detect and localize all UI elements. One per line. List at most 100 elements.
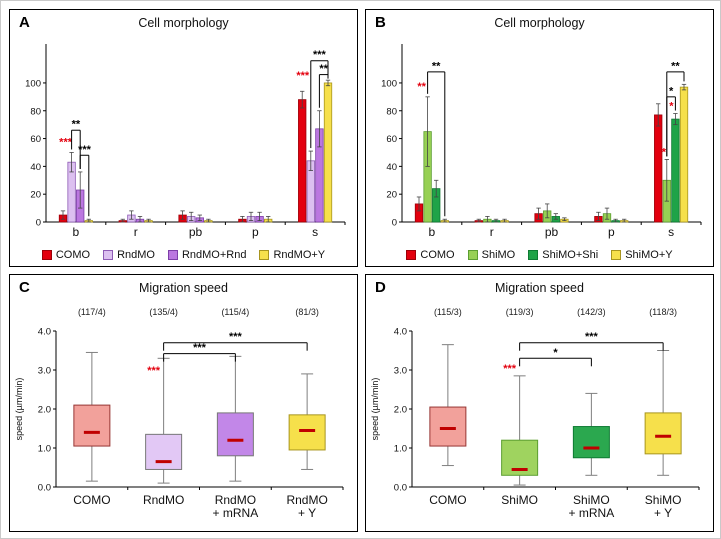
sig-label: * bbox=[669, 85, 674, 97]
box bbox=[644, 412, 682, 455]
y-tick-label: 40 bbox=[386, 162, 397, 173]
category-label: r bbox=[490, 225, 494, 239]
sig-label: ** bbox=[432, 60, 441, 72]
box-plot-migration-speed-rnd: 0.0 1.0 2.0 3.0 4.0 speed (µm/min) (117/4) COMO… bbox=[14, 307, 344, 520]
y-tick-label: 20 bbox=[30, 190, 41, 201]
box bbox=[145, 433, 183, 470]
n-label: (118/3) bbox=[649, 307, 677, 317]
box bbox=[501, 439, 539, 476]
sig-label: ** bbox=[72, 119, 81, 131]
bar bbox=[654, 114, 663, 223]
y-tick-label: 3.0 bbox=[38, 366, 51, 377]
legend-swatch bbox=[611, 250, 622, 260]
box-plot-migration-speed-shi: 0.0 1.0 2.0 3.0 4.0 speed (µm/min) (115/3) COMO… bbox=[370, 307, 700, 520]
legend-swatch bbox=[528, 250, 539, 260]
n-label: (115/3) bbox=[434, 307, 462, 317]
legend-b: COMO ShiMO ShiMO+Shi ShiMO+Y bbox=[366, 242, 713, 266]
sig-label: *** bbox=[193, 342, 207, 354]
n-label: (142/3) bbox=[577, 307, 606, 317]
n-label: (135/4) bbox=[149, 307, 178, 317]
legend-label: COMO bbox=[420, 249, 455, 261]
x-category-label: + mRNA bbox=[569, 506, 615, 520]
category-label: p bbox=[608, 225, 615, 239]
x-category-label: ShiMO bbox=[501, 493, 538, 507]
x-category-label: RndMO bbox=[286, 493, 327, 507]
y-axis-title: speed (µm/min) bbox=[370, 378, 380, 441]
n-label: (117/4) bbox=[78, 307, 106, 317]
y-tick-label: 100 bbox=[25, 78, 41, 89]
x-category-label: + Y bbox=[298, 506, 316, 520]
bar bbox=[323, 82, 333, 223]
legend-label: COMO bbox=[55, 249, 91, 261]
bar bbox=[679, 86, 689, 223]
sig-label: * bbox=[553, 347, 558, 359]
legend-label: ShiMO bbox=[481, 249, 516, 261]
legend-item: ShiMO bbox=[467, 249, 516, 261]
category-label: b bbox=[429, 225, 436, 239]
y-tick-label: 0 bbox=[36, 218, 41, 229]
y-tick-label: 20 bbox=[386, 190, 397, 201]
legend-item: RndMO+Rnd bbox=[167, 249, 247, 261]
y-tick-label: 2.0 bbox=[38, 405, 51, 416]
legend-label: RndMO+Rnd bbox=[181, 249, 247, 261]
y-tick-label: 80 bbox=[386, 106, 397, 117]
panel-c: C Migration speed 0.0 1.0 2.0 3.0 4.0 speed (… bbox=[9, 274, 358, 532]
sig-stars: ** bbox=[658, 146, 667, 158]
n-label: (115/4) bbox=[221, 307, 249, 317]
x-category-label: COMO bbox=[429, 493, 466, 507]
category-label: b bbox=[73, 225, 80, 239]
y-tick-label: 4.0 bbox=[38, 327, 51, 338]
category-label: r bbox=[134, 225, 138, 239]
y-tick-label: 100 bbox=[381, 78, 397, 89]
y-tick-label: 60 bbox=[386, 134, 397, 145]
x-category-label: + mRNA bbox=[213, 506, 259, 520]
category-label: pb bbox=[545, 225, 559, 239]
sig-label: *** bbox=[229, 331, 243, 343]
y-tick-label: 80 bbox=[30, 106, 41, 117]
y-axis-title: speed (µm/min) bbox=[14, 378, 24, 441]
y-tick-label: 40 bbox=[30, 162, 41, 173]
y-tick-label: 60 bbox=[30, 134, 41, 145]
x-category-label: RndMO bbox=[143, 493, 184, 507]
panel-d-header: D Migration speed bbox=[366, 279, 713, 299]
y-tick-label: 1.0 bbox=[394, 444, 407, 455]
sig-label: *** bbox=[585, 331, 599, 343]
panel-b: B Cell morphology 0 20 40 60 80 100 b r pb p s ** **… bbox=[365, 9, 714, 267]
y-tick-label: 0 bbox=[392, 218, 397, 229]
panel-a-header: A Cell morphology bbox=[10, 14, 357, 34]
legend-label: ShiMO+Y bbox=[625, 249, 673, 261]
legend-swatch bbox=[103, 250, 114, 260]
legend-item: COMO bbox=[406, 249, 455, 261]
y-tick-label: 3.0 bbox=[394, 366, 407, 377]
box bbox=[429, 406, 467, 447]
panel-title: Migration speed bbox=[495, 281, 584, 295]
sig-stars: *** bbox=[147, 365, 161, 377]
panel-title: Migration speed bbox=[139, 281, 228, 295]
category-label: s bbox=[668, 225, 674, 239]
x-category-label: COMO bbox=[73, 493, 110, 507]
x-category-label: ShiMO bbox=[573, 493, 610, 507]
panel-title: Cell morphology bbox=[494, 16, 585, 30]
box bbox=[572, 426, 610, 459]
legend-a: COMO RndMO RndMO+Rnd RndMO+Y bbox=[10, 242, 357, 266]
panel-title: Cell morphology bbox=[138, 16, 229, 30]
bar bbox=[298, 99, 307, 223]
x-category-label: RndMO bbox=[215, 493, 256, 507]
panel-a: A Cell morphology 0 20 40 60 80 100 b r pb p s *** *… bbox=[9, 9, 358, 267]
legend-item: ShiMO+Y bbox=[611, 249, 673, 261]
sig-stars: *** bbox=[296, 70, 310, 82]
legend-swatch bbox=[259, 250, 270, 260]
n-label: (119/3) bbox=[506, 307, 534, 317]
panel-d: D Migration speed 0.0 1.0 2.0 3.0 4.0 speed (… bbox=[365, 274, 714, 532]
panel-c-header: C Migration speed bbox=[10, 279, 357, 299]
panel-letter: C bbox=[19, 279, 30, 296]
y-tick-label: 4.0 bbox=[394, 327, 407, 338]
sig-label: *** bbox=[78, 144, 92, 156]
category-label: s bbox=[312, 225, 318, 239]
legend-swatch bbox=[406, 250, 417, 260]
legend-swatch bbox=[41, 250, 52, 260]
panel-b-header: B Cell morphology bbox=[366, 14, 713, 34]
sig-label: ** bbox=[671, 60, 680, 72]
